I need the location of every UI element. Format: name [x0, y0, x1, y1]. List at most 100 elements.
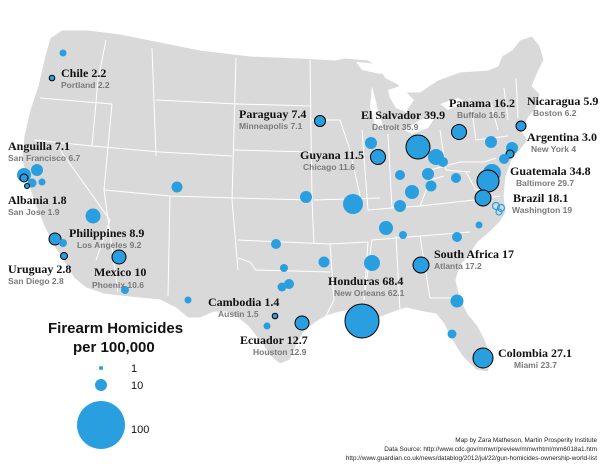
label-panama: Panama 16.2 — [449, 96, 515, 110]
label-detroit: Detroit 35.9 — [372, 122, 419, 132]
bubble-toledo — [395, 170, 405, 180]
bubble-boston — [515, 120, 527, 132]
bubble-indianapolis — [394, 200, 406, 212]
label-honduras: Honduras 68.4 — [328, 274, 403, 288]
bubble-portland — [48, 74, 56, 82]
bubble-sf — [19, 173, 29, 183]
great-lakes — [356, 62, 466, 134]
legend-value-1: 1 — [131, 363, 137, 375]
bubble-atlanta — [412, 256, 430, 274]
label-atlanta: Atlanta 17.2 — [434, 261, 482, 271]
label-uruguay: Uruguay 2.8 — [8, 262, 71, 276]
bubble-sanjose — [24, 183, 30, 189]
bubble-dallas — [284, 279, 294, 289]
label-albania: Albania 1.8 — [8, 193, 67, 207]
credit-author: Map by Zara Matheson, Martin Prosperity … — [455, 437, 597, 444]
bubble-lasvegas — [85, 208, 101, 224]
label-miami: Miami 23.7 — [514, 360, 557, 370]
credit-url: http://www.guardian.co.uk/news/datablog/… — [346, 455, 597, 462]
label-brazil: Brazil 18.1 — [513, 191, 568, 205]
bubble-wichita — [271, 239, 281, 249]
bubble-baltimore — [476, 169, 500, 193]
bubble-sacramento — [31, 164, 43, 176]
bubble-fortworth — [277, 282, 287, 292]
bubble-la — [48, 232, 62, 246]
labels: Chile 2.2 Portland 2.2 Paraguay 7.4 Minn… — [8, 66, 598, 370]
label-sanfrancisco: San Francisco 6.7 — [8, 153, 81, 163]
label-mexico: Mexico 10 — [94, 265, 146, 279]
bubble-richmond1 — [491, 201, 501, 211]
label-portland: Portland 2.2 — [61, 80, 110, 90]
label-sandiego: San Diego 2.8 — [8, 276, 64, 286]
label-argentina: Argentina 3.0 — [527, 130, 597, 144]
label-el-salvador: El Salvador 39.9 — [361, 108, 445, 122]
bubble-buffalo — [451, 124, 467, 140]
label-austin: Austin 1.5 — [218, 309, 259, 319]
label-houston: Houston 12.9 — [253, 347, 307, 357]
bubble-minneapolis — [314, 115, 326, 127]
bubble-pittsburgh — [451, 173, 461, 183]
bubble-fresno — [38, 178, 46, 186]
label-ecuador: Ecuador 12.7 — [240, 333, 308, 347]
label-nicaragua: Nicaragua 5.9 — [527, 94, 598, 108]
bubbles — [17, 49, 527, 369]
legend-value-10: 10 — [131, 380, 143, 392]
us-land — [21, 29, 545, 373]
bubble-miami — [472, 347, 494, 369]
credit-source: Data Source: http://www.cdc.gov/mmwr/pre… — [384, 446, 597, 453]
bubble-kansascity — [343, 194, 363, 214]
legend-bubble-100 — [77, 401, 125, 449]
bubble-elpaso — [184, 296, 192, 304]
label-south-africa: South Africa 17 — [434, 247, 514, 261]
legend-bubble-10 — [95, 379, 107, 391]
label-losangeles: Los Angeles 9.2 — [77, 240, 142, 250]
bubble-denver — [171, 181, 183, 193]
bubble-okc — [280, 264, 288, 272]
bubble-milwaukee — [365, 137, 377, 149]
label-sanjose: San Jose 1.9 — [8, 207, 60, 217]
bubble-richmond3 — [495, 208, 503, 216]
bubble-jacksonville — [450, 294, 464, 308]
label-philippines: Philippines 8.9 — [69, 226, 144, 240]
bubble-rochester — [485, 136, 497, 148]
label-phoenix: Phoenix 10.6 — [92, 280, 144, 290]
bubble-louisville — [405, 185, 419, 199]
label-buffalo: Buffalo 16.5 — [457, 110, 505, 120]
bubble-richmond2 — [496, 203, 506, 213]
bubble-tulsa — [318, 256, 330, 268]
bubble-tucson — [121, 286, 129, 294]
bubble-sandiego — [60, 252, 68, 260]
legend-title-line1: Firearm Homicides — [48, 320, 183, 337]
bubble-cincinnati — [422, 168, 434, 180]
bubble-washington — [474, 189, 492, 207]
legend-bubble-1 — [99, 366, 103, 370]
bubble-newark — [499, 154, 509, 164]
legend: Firearm Homicides per 100,000 1 10 100 — [48, 320, 183, 449]
label-washington: Washington 19 — [512, 205, 572, 215]
bubble-omaha — [300, 191, 312, 203]
label-newyork: New York 4 — [531, 144, 576, 154]
legend-title-line2: per 100,000 — [73, 339, 155, 356]
label-guatemala: Guatemala 34.8 — [510, 164, 591, 178]
legend-value-100: 100 — [131, 424, 149, 436]
bubble-austin — [271, 312, 279, 320]
bubble-charlotte — [452, 232, 462, 242]
label-baltimore: Baltimore 29.7 — [516, 178, 574, 188]
bubble-detroit2 — [428, 149, 444, 165]
bubble-columbus — [425, 180, 437, 192]
bubble-neworleans — [344, 303, 380, 339]
label-neworleans: New Orleans 62.1 — [334, 288, 405, 298]
bubble-phoenix — [111, 249, 127, 265]
label-chicago: Chicago 11.6 — [303, 162, 355, 172]
label-guyana: Guyana 11.5 — [300, 148, 364, 162]
label-minneapolis: Minneapolis 7.1 — [239, 121, 303, 131]
bubble-chicago — [370, 149, 386, 165]
label-boston: Boston 6.2 — [533, 108, 577, 118]
bubble-nashville — [399, 231, 407, 239]
bubble-seattle — [59, 49, 67, 57]
bubble-sanantonio — [263, 322, 271, 330]
label-cambodia: Cambodia 1.4 — [208, 295, 279, 309]
bubble-houston — [294, 315, 310, 331]
bubble-norfolk — [475, 221, 483, 229]
